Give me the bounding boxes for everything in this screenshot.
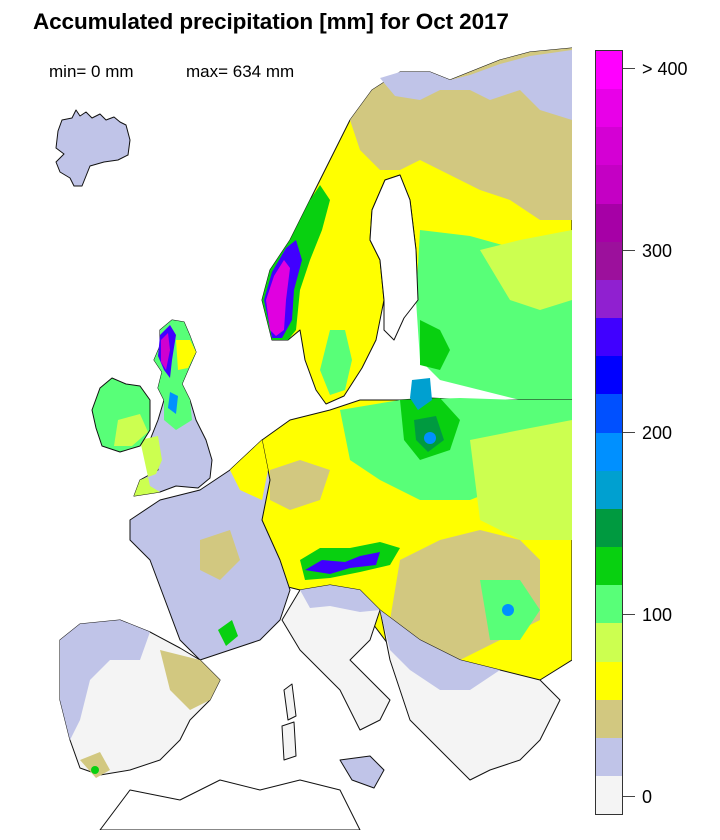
colorbar-segment <box>596 165 622 204</box>
colorbar-tick <box>623 614 635 615</box>
colorbar-segment <box>596 318 622 357</box>
colorbar-tick-label-300: 300 <box>642 241 673 261</box>
colorbar-segment <box>596 508 622 548</box>
colorbar-segment <box>596 203 622 242</box>
colorbar-segment <box>596 432 622 471</box>
colorbar-segment <box>596 356 622 395</box>
colorbar-tick-label-100: 100 <box>642 605 673 625</box>
chart-title: Accumulated precipitation [mm] for Oct 2… <box>33 9 509 34</box>
colorbar-segment <box>596 775 622 815</box>
colorbar-segment <box>596 661 622 700</box>
iceland <box>55 109 131 187</box>
colorbar-segment <box>596 470 622 509</box>
min-value-label: min= 0 mm <box>49 62 134 81</box>
precipitation-map <box>55 47 572 830</box>
colorbar-segment <box>596 699 622 738</box>
colorbar-segment <box>596 547 622 586</box>
colorbar-tick-label-400: > 400 <box>642 59 688 79</box>
colorbar-segment <box>596 241 622 280</box>
colorbar-tick <box>623 68 635 69</box>
max-value-label: max= 634 mm <box>186 62 295 81</box>
colorbar-segment <box>596 585 622 624</box>
colorbar-tick-label-0: 0 <box>642 787 653 807</box>
colorbar-segment <box>596 51 622 90</box>
colorbar-tick <box>623 432 635 433</box>
colorbar-tick <box>623 250 635 251</box>
colorbar-tick-label-200: 200 <box>642 423 673 443</box>
colorbar-segment <box>596 394 622 433</box>
colorbar <box>595 50 623 815</box>
colorbar-segment <box>596 737 622 776</box>
colorbar-tick <box>623 796 635 797</box>
colorbar-segment <box>596 127 622 166</box>
colorbar-segment <box>596 623 622 662</box>
colorbar-segment <box>596 279 622 319</box>
colorbar-segment <box>596 89 622 128</box>
